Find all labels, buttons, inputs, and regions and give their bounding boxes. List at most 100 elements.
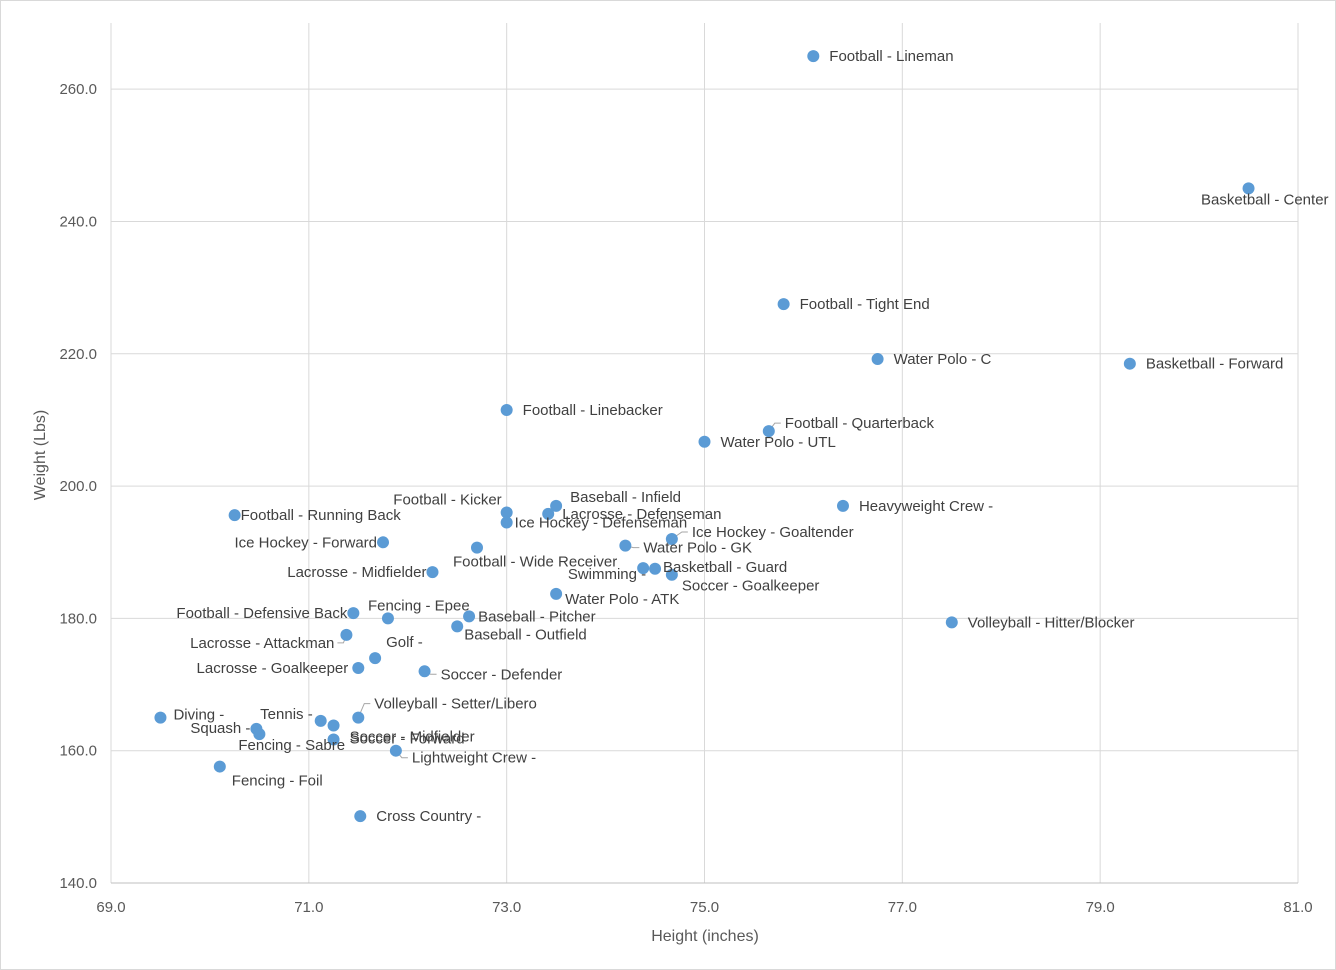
data-label: Water Polo - UTL [721, 434, 836, 451]
x-axis-title: Height (inches) [651, 928, 759, 945]
point-labels: Football - Lineman Basketball - Center Foo… [173, 48, 1328, 825]
data-label: Lacrosse - Defenseman [562, 506, 721, 523]
axes: 69.0 71.0 73.0 75.0 77.0 79.0 81.0 140.0 160.0 18… [59, 81, 1312, 916]
data-point [777, 298, 790, 311]
data-point [418, 665, 431, 678]
data-label: Soccer - Goalkeeper [682, 578, 820, 595]
data-label: Football - Linebacker [523, 402, 663, 419]
y-tick-label: 180.0 [59, 610, 97, 627]
data-label: Soccer - Forward [350, 730, 465, 747]
data-point [945, 616, 958, 629]
data-label: Fencing - Sabre [238, 737, 345, 754]
data-point [327, 733, 340, 746]
data-label: Lightweight Crew - [412, 750, 536, 767]
x-tick-label: 81.0 [1283, 899, 1312, 916]
data-label: Soccer - Midfielder [350, 729, 475, 746]
data-label: Water Polo - GK [643, 540, 752, 557]
data-label: Water Polo - C [894, 351, 992, 368]
data-point [1242, 182, 1255, 195]
data-label: Lacrosse - Goalkeeper [197, 660, 349, 677]
data-label: Baseball - Pitcher [478, 608, 596, 625]
y-tick-label: 220.0 [59, 346, 97, 363]
y-tick-label: 260.0 [59, 81, 97, 98]
data-label: Football - Tight End [800, 296, 930, 313]
data-point [314, 714, 327, 727]
data-point [377, 536, 390, 549]
data-label: Lacrosse - Attackman [190, 635, 334, 652]
data-point [228, 509, 241, 522]
data-point [381, 612, 394, 625]
data-point [500, 404, 513, 416]
data-label: Basketball - Guard [663, 559, 787, 576]
data-point [500, 516, 513, 529]
data-point [637, 562, 650, 575]
data-point [451, 620, 464, 633]
y-axis-title: Weight (Lbs) [32, 410, 49, 500]
y-tick-label: 200.0 [59, 478, 97, 495]
data-label: Tennis - [260, 706, 313, 723]
data-point [327, 719, 340, 732]
data-label: Ice Hockey - Forward [234, 534, 377, 551]
grid-lines [110, 23, 1299, 884]
data-point [619, 539, 632, 552]
data-label: Lacrosse - Midfielder [287, 564, 426, 581]
data-point [665, 533, 678, 545]
data-point [1123, 357, 1136, 370]
data-point [340, 628, 353, 641]
data-label: Diving - [173, 707, 224, 724]
data-label: Basketball - Forward [1146, 356, 1284, 373]
data-point [762, 425, 775, 438]
x-tick-label: 79.0 [1086, 899, 1115, 916]
x-tick-label: 77.0 [888, 899, 917, 916]
data-label: Swimming - [568, 566, 646, 583]
x-tick-label: 75.0 [690, 899, 719, 916]
y-tick-label: 140.0 [59, 875, 97, 892]
data-point [426, 566, 439, 579]
data-label: Squash - [190, 720, 250, 737]
data-points [154, 50, 1255, 823]
data-point [542, 507, 555, 520]
data-label: Soccer - Defender [441, 666, 563, 683]
x-tick-label: 71.0 [294, 899, 323, 916]
data-point [470, 541, 483, 554]
data-point [649, 562, 662, 575]
data-label: Fencing - Foil [232, 773, 323, 790]
data-point [665, 568, 678, 581]
data-label: Football - Lineman [829, 48, 953, 65]
data-point [871, 353, 884, 366]
x-tick-label: 73.0 [492, 899, 521, 916]
data-point [354, 810, 367, 823]
data-point [352, 662, 365, 674]
data-point [369, 652, 382, 665]
data-point [550, 587, 563, 600]
data-label: Football - Defensive Back [176, 605, 347, 622]
data-point [836, 499, 849, 512]
data-point [389, 744, 402, 757]
data-label: Football - Quarterback [785, 415, 935, 432]
data-label: Fencing - Epee [368, 597, 470, 614]
y-tick-label: 160.0 [59, 743, 97, 760]
data-label: Baseball - Outfield [464, 626, 587, 643]
data-label: Football - Kicker [393, 492, 501, 509]
data-label: Baseball - Infield [570, 489, 681, 506]
data-point [253, 728, 266, 741]
data-point [500, 506, 513, 519]
data-point [154, 711, 167, 724]
data-point [213, 760, 226, 773]
data-label: Basketball - Center [1201, 191, 1329, 208]
data-label: Cross Country - [376, 808, 481, 825]
data-label: Water Polo - ATK [565, 591, 679, 608]
data-point [807, 50, 820, 63]
data-label: Ice Hockey - Goaltender [692, 524, 854, 541]
data-label: Volleyball - Setter/Libero [374, 696, 537, 713]
data-label: Heavyweight Crew - [859, 498, 993, 515]
data-label: Volleyball - Hitter/Blocker [968, 614, 1135, 631]
data-point [352, 711, 365, 724]
data-label: Golf - [386, 634, 423, 651]
data-point [698, 435, 711, 448]
data-label: Ice Hockey - Defenseman [515, 514, 688, 531]
data-point [550, 499, 563, 512]
data-point [463, 610, 476, 623]
